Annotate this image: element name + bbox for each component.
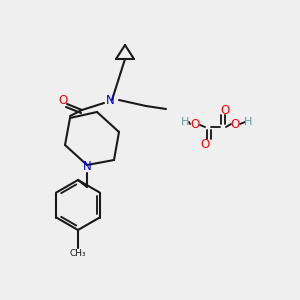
Text: CH₃: CH₃ [70, 248, 86, 257]
Text: N: N [106, 94, 114, 106]
Text: O: O [58, 94, 68, 107]
Text: O: O [220, 103, 230, 116]
Text: O: O [200, 137, 210, 151]
Text: O: O [230, 118, 240, 130]
Text: O: O [190, 118, 200, 130]
Text: H: H [244, 117, 252, 127]
Text: N: N [82, 160, 91, 172]
Text: H: H [181, 117, 189, 127]
